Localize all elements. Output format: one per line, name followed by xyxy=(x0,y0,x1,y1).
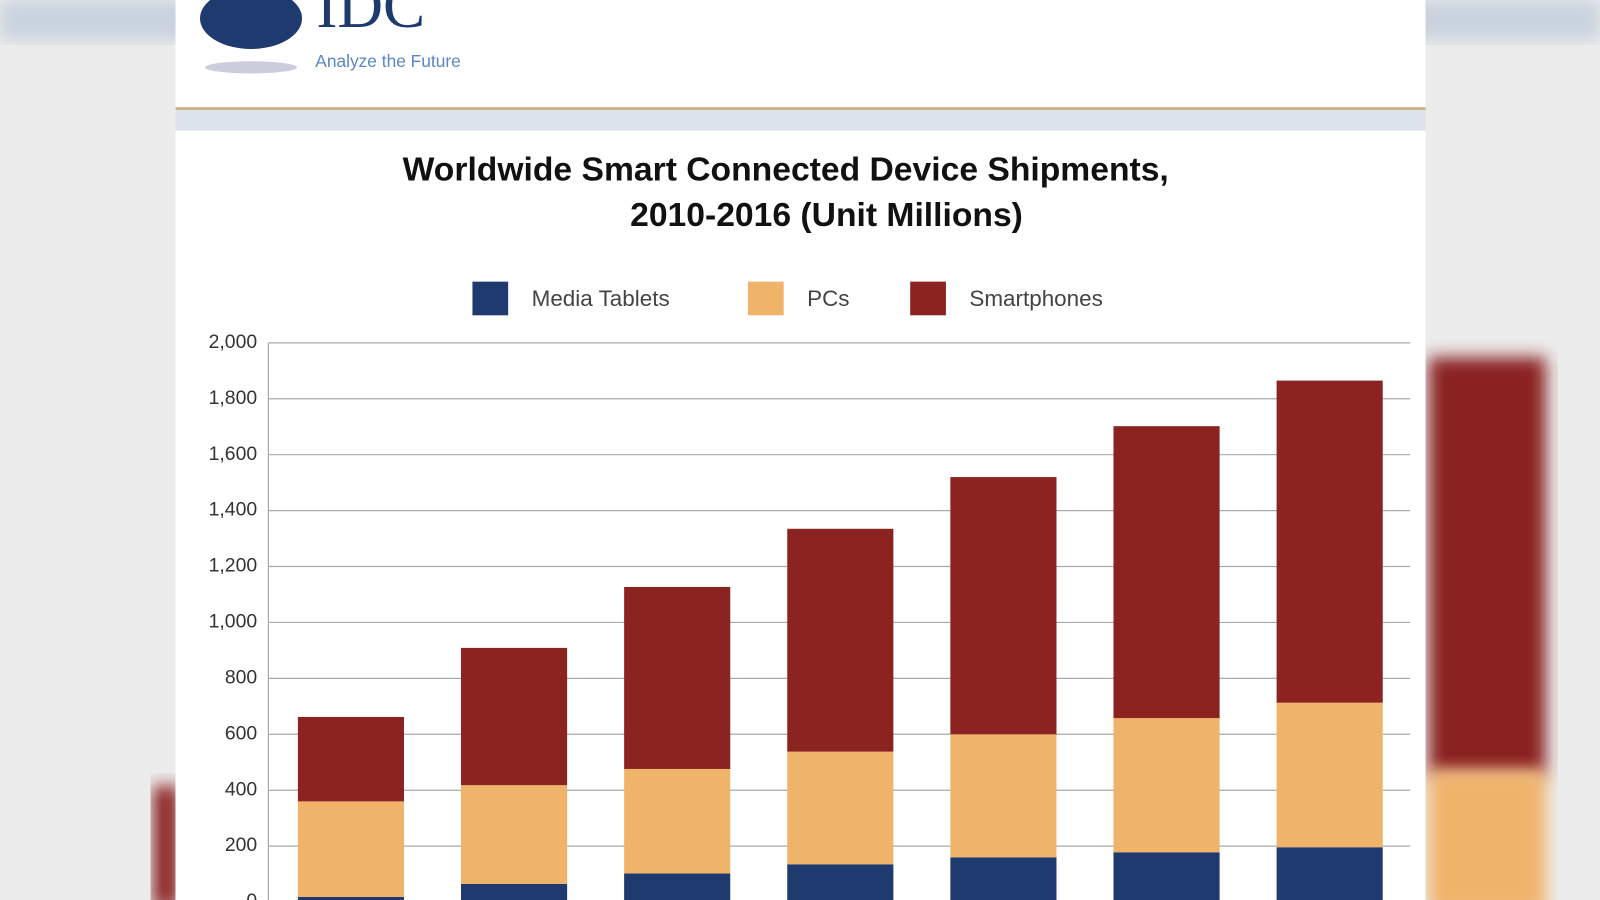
logo-tagline: Analyze the Future xyxy=(315,51,460,71)
background-blur xyxy=(1428,357,1546,776)
legend-label: Smartphones xyxy=(969,286,1102,311)
bar-segment xyxy=(297,801,405,898)
header-rule xyxy=(175,107,1426,111)
bar-segment xyxy=(1276,380,1383,703)
header-band xyxy=(175,110,1426,131)
bar-segment xyxy=(787,528,894,752)
bar-segment xyxy=(297,897,405,900)
background-blur xyxy=(1428,770,1546,900)
bar-segment xyxy=(461,647,568,786)
y-tick-label: 1,400 xyxy=(209,499,258,521)
y-tick-label: 0 xyxy=(246,890,257,900)
bar-segment xyxy=(787,751,894,865)
legend-swatch xyxy=(472,281,509,316)
legend-swatch xyxy=(747,281,784,316)
chart-title: Worldwide Smart Connected Device Shipmen… xyxy=(403,151,1169,188)
bar-segment xyxy=(624,586,731,769)
y-tick-label: 1,600 xyxy=(209,443,258,465)
y-tick-label: 600 xyxy=(225,722,258,744)
bar-segment xyxy=(461,883,568,900)
bar-segment xyxy=(950,477,1057,735)
legend-swatch xyxy=(910,281,946,316)
bar-segment xyxy=(1276,847,1383,900)
logo-shadow xyxy=(205,61,297,74)
bar-segment xyxy=(1113,718,1220,853)
legend-label: PCs xyxy=(807,286,849,311)
logo-globe xyxy=(200,0,303,49)
y-tick-label: 1,000 xyxy=(209,611,258,633)
background-blur xyxy=(153,785,179,900)
bar-segment xyxy=(624,873,731,900)
y-tick-label: 800 xyxy=(225,666,258,688)
bar-segment xyxy=(950,734,1057,858)
y-tick-label: 200 xyxy=(225,834,258,856)
y-tick-label: 1,200 xyxy=(209,555,258,577)
y-tick-label: 400 xyxy=(225,778,258,800)
bar-segment xyxy=(1113,426,1220,719)
chart-subtitle: 2010-2016 (Unit Millions) xyxy=(630,197,1023,234)
logo-text: IDC xyxy=(316,0,425,41)
legend-label: Media Tablets xyxy=(532,286,670,311)
bar-segment xyxy=(787,864,894,900)
bar-segment xyxy=(297,716,405,802)
bar-segment xyxy=(1276,702,1383,848)
y-tick-label: 1,800 xyxy=(209,387,258,409)
bar-segment xyxy=(461,785,568,884)
bar-segment xyxy=(624,768,731,874)
bar-segment xyxy=(1113,852,1220,900)
y-tick-label: 2,000 xyxy=(209,331,258,353)
bar-segment xyxy=(950,857,1057,900)
